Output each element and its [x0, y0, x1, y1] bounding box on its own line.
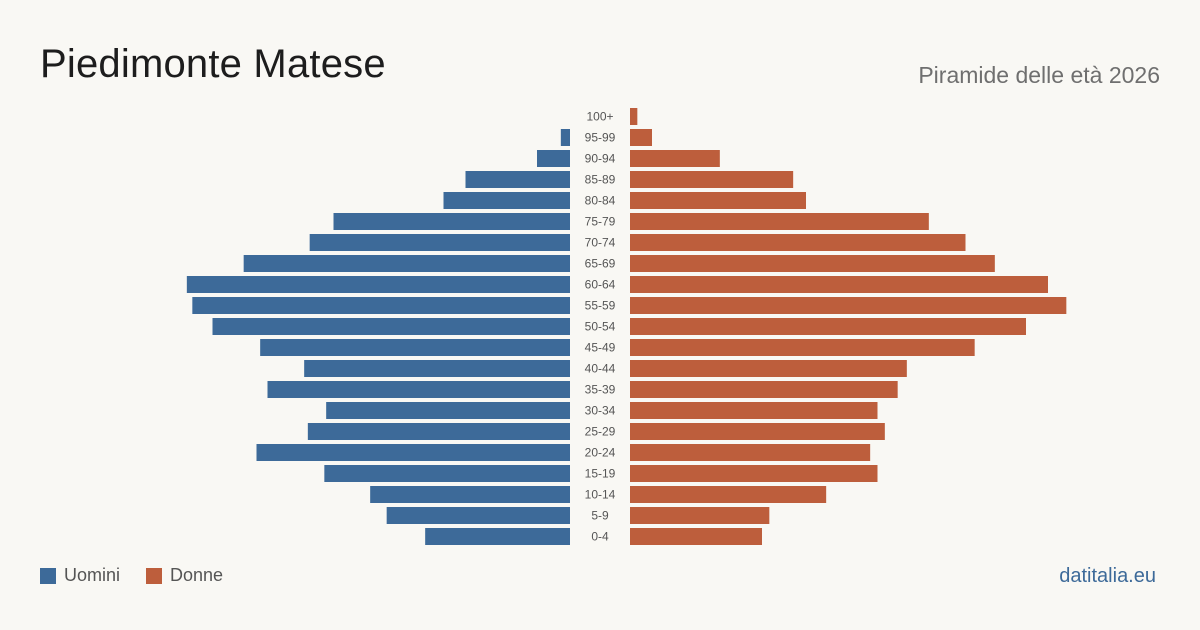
age-label-0-4: 0-4	[591, 530, 609, 544]
bar-female-75-79	[630, 213, 929, 230]
age-label-70-74: 70-74	[585, 236, 616, 250]
bar-male-75-79	[333, 213, 570, 230]
bar-female-100+	[630, 108, 638, 125]
bar-female-15-19	[630, 465, 878, 482]
age-label-40-44: 40-44	[585, 362, 616, 376]
legend-label-female: Donne	[170, 565, 224, 585]
bar-male-10-14	[370, 486, 570, 503]
source-link[interactable]: datitalia.eu	[1059, 565, 1156, 587]
bar-female-25-29	[630, 423, 885, 440]
bar-female-0-4	[630, 528, 762, 545]
bar-female-95-99	[630, 129, 652, 146]
bar-male-55-59	[192, 297, 571, 314]
age-label-5-9: 5-9	[591, 509, 609, 523]
bar-female-5-9	[630, 507, 770, 524]
bar-male-70-74	[309, 234, 570, 251]
bar-female-65-69	[630, 255, 995, 272]
age-label-20-24: 20-24	[585, 446, 616, 460]
legend-label-male: Uomini	[64, 565, 121, 585]
bar-male-95-99	[560, 129, 570, 146]
bar-male-85-89	[465, 171, 570, 188]
bar-male-0-4	[425, 528, 570, 545]
bar-male-30-34	[326, 402, 570, 419]
bar-female-45-49	[630, 339, 975, 356]
bar-female-85-89	[630, 171, 794, 188]
bar-female-20-24	[630, 444, 871, 461]
age-label-95-99: 95-99	[585, 131, 616, 145]
age-label-85-89: 85-89	[585, 173, 616, 187]
age-label-30-34: 30-34	[585, 404, 616, 418]
bar-female-30-34	[630, 402, 878, 419]
bar-male-25-29	[307, 423, 570, 440]
age-label-50-54: 50-54	[585, 320, 616, 334]
age-label-65-69: 65-69	[585, 257, 616, 271]
legend-swatch-male	[40, 567, 56, 584]
bar-male-50-54	[212, 318, 570, 335]
page-title: Piedimonte Matese	[40, 42, 386, 86]
bar-male-65-69	[243, 255, 570, 272]
age-label-55-59: 55-59	[585, 299, 616, 313]
age-label-25-29: 25-29	[585, 425, 616, 439]
bar-male-90-94	[537, 150, 570, 167]
bar-female-35-39	[630, 381, 898, 398]
bar-male-60-64	[186, 276, 571, 293]
legend-item-male: Uomini	[40, 565, 120, 586]
bar-female-90-94	[630, 150, 720, 167]
bar-male-20-24	[256, 444, 570, 461]
bar-female-10-14	[630, 486, 827, 503]
age-label-10-14: 10-14	[585, 488, 616, 502]
bar-male-40-44	[304, 360, 570, 377]
age-label-60-64: 60-64	[585, 278, 616, 292]
bar-female-55-59	[630, 297, 1067, 314]
age-label-80-84: 80-84	[585, 194, 616, 208]
bar-female-80-84	[630, 192, 806, 209]
age-label-100+: 100+	[586, 110, 613, 124]
bar-male-35-39	[267, 381, 570, 398]
bar-male-15-19	[324, 465, 570, 482]
legend-item-female: Donne	[146, 565, 223, 586]
age-label-75-79: 75-79	[585, 215, 616, 229]
bar-male-80-84	[443, 192, 570, 209]
age-label-15-19: 15-19	[585, 467, 616, 481]
bar-female-70-74	[630, 234, 966, 251]
age-label-90-94: 90-94	[585, 152, 616, 166]
bar-male-45-49	[260, 339, 570, 356]
bar-female-60-64	[630, 276, 1048, 293]
age-label-45-49: 45-49	[585, 341, 616, 355]
bar-male-5-9	[386, 507, 570, 524]
age-label-35-39: 35-39	[585, 383, 616, 397]
legend: Uomini Donne	[40, 565, 249, 586]
chart-subtitle: Piramide delle età 2026	[918, 62, 1160, 88]
bar-female-40-44	[630, 360, 907, 377]
legend-swatch-female	[146, 567, 163, 584]
bar-female-50-54	[630, 318, 1026, 335]
